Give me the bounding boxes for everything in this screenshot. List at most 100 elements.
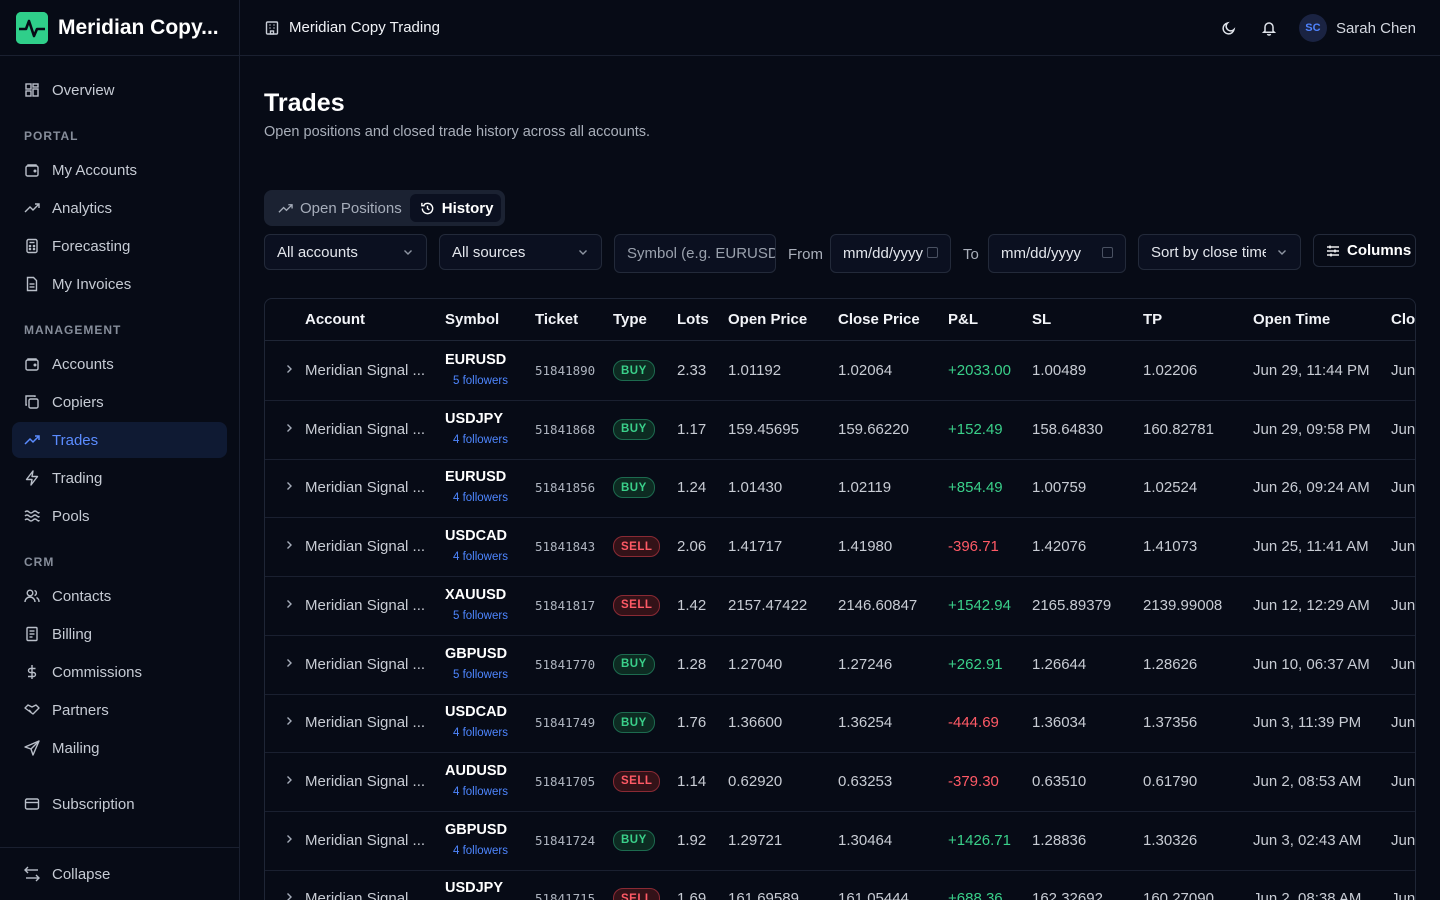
- open-price-cell: 161.69589: [728, 890, 799, 900]
- followers-link[interactable]: 4 followers: [453, 844, 508, 857]
- pnl-cell: +1426.71: [948, 831, 1011, 849]
- ticket-cell: 51841705: [535, 773, 596, 789]
- sidebar-item-partners[interactable]: Partners: [12, 692, 227, 728]
- followers-link[interactable]: 4 followers: [453, 492, 508, 505]
- sidebar-item-mailing[interactable]: Mailing: [12, 730, 227, 766]
- followers-link[interactable]: 4 followers: [453, 785, 508, 798]
- sidebar-item-label: Subscription: [52, 795, 135, 813]
- chevron-right-icon[interactable]: [283, 891, 295, 900]
- tab-open-positions[interactable]: Open Positions: [268, 194, 410, 222]
- bell-icon[interactable]: [1257, 16, 1281, 40]
- sort-select[interactable]: Sort by close time: [1138, 234, 1301, 270]
- open-price-cell: 159.45695: [728, 420, 799, 438]
- chevron-right-icon[interactable]: [283, 715, 295, 727]
- sidebar-item-copiers[interactable]: Copiers: [12, 384, 227, 420]
- followers-link[interactable]: 4 followers: [453, 727, 508, 740]
- sidebar-item-analytics[interactable]: Analytics: [12, 190, 227, 226]
- table-row[interactable]: Meridian Signal ... USDJPY 4 followers 5184…: [265, 401, 1415, 460]
- columns-button[interactable]: Columns: [1313, 234, 1416, 267]
- column-header[interactable]: Type: [613, 311, 647, 328]
- symbol-cell: GBPUSD: [445, 645, 508, 662]
- breadcrumb: Meridian Copy Trading: [264, 19, 440, 36]
- chevron-right-icon[interactable]: [283, 480, 295, 492]
- sidebar-item-label: Trades: [52, 431, 99, 449]
- column-header[interactable]: P&L: [948, 311, 978, 328]
- to-date-input[interactable]: mm/dd/yyyy: [988, 234, 1126, 273]
- sidebar: Overview PORTAL My Accounts Analytics Fo…: [0, 56, 240, 900]
- table-row[interactable]: Meridian Signal ... EURUSD 4 followers 5184…: [265, 459, 1415, 519]
- type-badge: SELL: [613, 770, 661, 792]
- sidebar-item-contacts[interactable]: Contacts: [12, 578, 227, 614]
- accounts-select-value: All accounts: [277, 243, 358, 261]
- chevron-right-icon[interactable]: [283, 539, 295, 551]
- calendar-icon[interactable]: [1102, 247, 1113, 258]
- followers-link[interactable]: 5 followers: [453, 375, 508, 387]
- column-header[interactable]: Clos: [1391, 311, 1416, 328]
- followers-link[interactable]: 5 followers: [453, 609, 508, 622]
- column-header[interactable]: Open Price: [728, 311, 808, 328]
- tp-cell: 160.27090: [1143, 890, 1214, 900]
- account-cell: Meridian Signal ...: [305, 890, 426, 900]
- column-header[interactable]: Close Price: [838, 311, 920, 328]
- accounts-select[interactable]: All accounts: [264, 234, 427, 270]
- sidebar-item-pools[interactable]: Pools: [12, 498, 227, 534]
- breadcrumb-label[interactable]: Meridian Copy Trading: [289, 19, 440, 36]
- followers-link[interactable]: 4 followers: [453, 551, 508, 564]
- calendar-icon[interactable]: [927, 247, 938, 258]
- sidebar-item-billing[interactable]: Billing: [12, 616, 227, 652]
- user-name[interactable]: Sarah Chen: [1335, 19, 1416, 37]
- table-row[interactable]: Meridian Signal ... USDCAD 4 followers 5184…: [265, 518, 1415, 578]
- waves-icon: [24, 508, 40, 524]
- pnl-cell: +688.36: [948, 890, 1003, 900]
- open-price-cell: 0.62920: [728, 772, 783, 790]
- page-subtitle: Open positions and closed trade history …: [264, 124, 651, 140]
- table-row[interactable]: Meridian Signal ... XAUUSD 5 followers 5184…: [265, 577, 1415, 636]
- tab-history[interactable]: History: [409, 194, 502, 222]
- from-date-input[interactable]: mm/dd/yyyy: [830, 234, 951, 273]
- column-header[interactable]: Symbol: [445, 311, 500, 328]
- chevron-right-icon[interactable]: [283, 363, 295, 375]
- column-header[interactable]: Ticket: [535, 311, 579, 328]
- sidebar-item-commissions[interactable]: Commissions: [12, 654, 227, 690]
- sidebar-item-subscription[interactable]: Subscription: [12, 786, 227, 822]
- avatar[interactable]: SC: [1298, 14, 1327, 42]
- chevron-right-icon[interactable]: [283, 598, 295, 610]
- column-header[interactable]: Open Time: [1253, 311, 1331, 328]
- table-row[interactable]: Meridian Signal ... GBPUSD 5 followers 5184…: [265, 636, 1416, 695]
- sidebar-item-overview[interactable]: Overview: [12, 72, 227, 108]
- table-row[interactable]: Meridian Signal ... AUDUSD 4 followers 5184…: [265, 753, 1415, 812]
- sl-cell: 1.26644: [1032, 655, 1087, 673]
- sidebar-item-my-invoices[interactable]: My Invoices: [12, 266, 227, 302]
- chevron-right-icon[interactable]: [283, 774, 295, 786]
- type-badge: BUY: [613, 477, 655, 499]
- column-header[interactable]: Account: [305, 311, 365, 328]
- table-row[interactable]: Meridian Signal ... USDCAD 4 followers 5184…: [265, 694, 1415, 754]
- sidebar-item-forecasting[interactable]: Forecasting: [12, 228, 227, 264]
- close-time-cell: Jun: [1391, 655, 1416, 673]
- column-header[interactable]: TP: [1143, 311, 1163, 328]
- close-price-cell: 159.66220: [838, 420, 909, 438]
- column-header[interactable]: Lots: [677, 311, 709, 328]
- type-badge: BUY: [613, 418, 655, 440]
- chevron-right-icon[interactable]: [283, 422, 295, 434]
- sidebar-item-accounts[interactable]: Accounts: [12, 346, 227, 382]
- column-header[interactable]: SL: [1032, 311, 1052, 328]
- chevron-right-icon[interactable]: [283, 833, 295, 845]
- table-row[interactable]: Meridian Signal ... EURUSD 5 followers 5184…: [265, 342, 1415, 401]
- sidebar-item-my-accounts[interactable]: My Accounts: [12, 152, 227, 188]
- chevron-right-icon[interactable]: [283, 657, 295, 669]
- sidebar-collapse-button[interactable]: Collapse: [12, 856, 227, 892]
- pnl-cell: +1542.94: [948, 596, 1011, 614]
- brand[interactable]: Meridian Copy...: [0, 0, 240, 56]
- symbol-input[interactable]: Symbol (e.g. EURUSD): [614, 234, 776, 273]
- followers-link[interactable]: 5 followers: [453, 668, 508, 681]
- invoice-icon: [24, 276, 40, 292]
- sources-select[interactable]: All sources: [439, 234, 602, 270]
- sidebar-item-trading[interactable]: Trading: [12, 460, 227, 496]
- table-row[interactable]: Meridian Signal ... USDJPY 51841715 SELL 1.6…: [265, 870, 1415, 900]
- followers-link[interactable]: 4 followers: [453, 433, 508, 446]
- ticket-cell: 51841724: [535, 832, 596, 848]
- moon-icon[interactable]: [1217, 16, 1241, 40]
- sidebar-item-trades[interactable]: Trades: [12, 422, 227, 458]
- table-row[interactable]: Meridian Signal ... GBPUSD 4 followers 5184…: [265, 812, 1415, 871]
